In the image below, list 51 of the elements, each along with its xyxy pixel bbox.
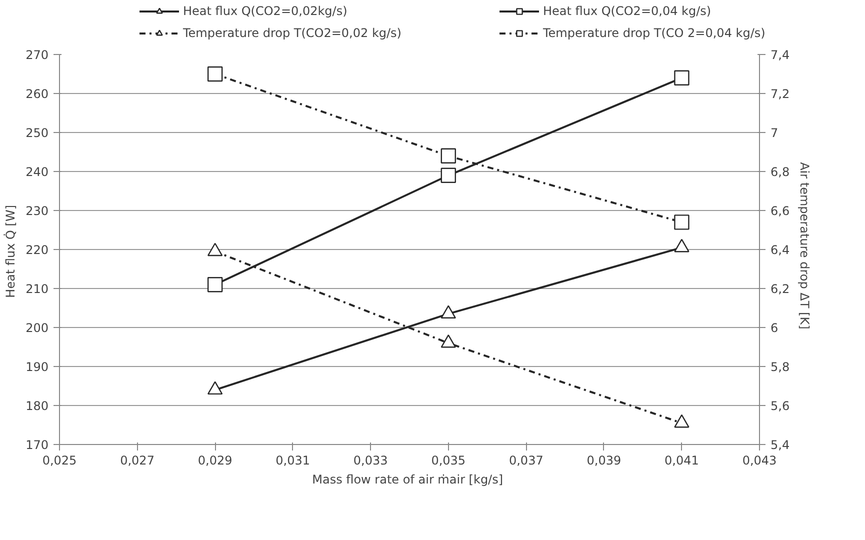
x-axis-title: Mass flow rate of air ṁair [kg/s] — [312, 472, 504, 486]
point — [674, 238, 690, 252]
point — [207, 277, 223, 292]
legend-label: Heat flux Q(CO2=0,04 kg/s) — [543, 4, 712, 18]
y2-tick-label: 6,6 — [770, 204, 790, 218]
y-tick-label: 200 — [26, 321, 48, 335]
legend-label: Temperature drop T(CO 2=0,04 kg/s) — [543, 26, 766, 40]
point — [674, 214, 690, 230]
y2-tick-label: 5,6 — [770, 399, 790, 413]
legend-label: Temperature drop T(CO2=0,02 kg/s) — [183, 26, 402, 40]
y-axis-title: Heat flux Q̇ [W] — [3, 204, 18, 298]
x-tick-label: 0,027 — [120, 454, 154, 468]
point — [207, 242, 223, 256]
y-tick-label: 210 — [26, 282, 48, 296]
point — [440, 305, 456, 318]
y2-tick-label: 6,4 — [770, 243, 790, 257]
point — [440, 168, 456, 183]
x-tick-label: 0,037 — [508, 454, 544, 468]
x-tick-label: 0,039 — [586, 454, 622, 468]
point — [674, 70, 690, 86]
y-tick-label: 240 — [26, 165, 48, 179]
point — [440, 334, 456, 348]
y2-tick-label: 6,2 — [770, 282, 790, 296]
x-tick-label: 0,033 — [353, 454, 388, 468]
x-tick-label: 0,029 — [198, 454, 232, 468]
point — [207, 66, 223, 82]
y-tick-label: 170 — [26, 438, 48, 452]
x-tick-label: 0,043 — [742, 454, 777, 468]
y-tick-label: 230 — [26, 204, 48, 218]
y2-axis-title: Air temperature drop ΔT [K] — [798, 162, 812, 330]
y2-tick-label: 5,8 — [770, 360, 790, 374]
y2-tick-label: 7,2 — [770, 87, 790, 101]
y2-tick-label: 5,4 — [770, 438, 790, 452]
point — [440, 148, 456, 164]
point — [207, 381, 223, 395]
y-tick-label: 260 — [26, 87, 48, 101]
y-tick-label: 250 — [26, 126, 48, 140]
legend-label: Heat flux Q(CO2=0,02kg/s) — [183, 4, 348, 18]
x-tick-label: 0,041 — [664, 454, 699, 468]
x-tick-label: 0,031 — [276, 454, 310, 468]
point — [674, 414, 690, 428]
y2-tick-label: 6 — [770, 321, 778, 335]
y-tick-label: 270 — [26, 48, 48, 62]
y2-tick-label: 6,8 — [770, 165, 790, 179]
y-tick-label: 190 — [26, 360, 48, 374]
y-tick-label: 180 — [26, 399, 48, 413]
y2-tick-label: 7 — [770, 126, 778, 140]
x-tick-label: 0,035 — [431, 454, 466, 468]
y2-tick-label: 7,4 — [770, 48, 790, 62]
y-tick-label: 220 — [26, 243, 48, 257]
x-tick-label: 0,025 — [42, 454, 77, 468]
